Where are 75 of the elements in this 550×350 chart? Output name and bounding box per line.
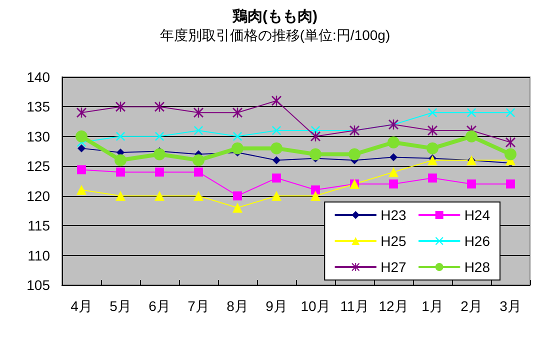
point [389, 179, 398, 188]
point [232, 108, 242, 118]
point [426, 142, 438, 154]
legend-label: H26 [464, 233, 490, 249]
point [310, 131, 320, 142]
x-tick-label: 11月 [340, 298, 369, 314]
x-tick-label: 7月 [188, 298, 210, 314]
chart-title: 鶏肉(もも肉) [232, 8, 318, 25]
y-tick-label: 120 [26, 188, 50, 204]
point [116, 190, 126, 201]
point [192, 154, 204, 166]
point [272, 190, 282, 201]
point [78, 144, 86, 152]
point [428, 155, 438, 166]
point [506, 108, 515, 118]
point [76, 108, 86, 118]
point [388, 167, 398, 178]
point [506, 137, 516, 148]
point [310, 148, 322, 160]
point [428, 108, 437, 118]
y-tick-label: 135 [26, 98, 50, 115]
point [506, 179, 515, 188]
point [194, 190, 204, 201]
x-tick-label: 6月 [148, 298, 170, 314]
point [76, 130, 88, 142]
legend-label: H24 [464, 207, 490, 223]
legend-label: H23 [380, 207, 407, 223]
point [194, 168, 203, 177]
legend-label: H25 [380, 233, 407, 249]
point [116, 102, 126, 112]
chart-subtitle: 年度別取引価格の推移(単位:円/100g) [160, 27, 390, 43]
point [194, 108, 204, 118]
y-tick-label: 140 [26, 69, 50, 85]
legend-label: H28 [464, 259, 490, 275]
point [272, 156, 280, 164]
point [232, 142, 244, 154]
point [428, 174, 437, 183]
point [467, 179, 476, 188]
point [114, 154, 126, 166]
x-tick-label: 4月 [70, 298, 92, 314]
point [272, 96, 282, 106]
point [154, 148, 166, 160]
point [76, 184, 86, 195]
legend-label: H27 [380, 259, 407, 275]
y-tick-label: 115 [28, 218, 50, 234]
point [428, 125, 438, 136]
point [466, 130, 478, 142]
x-tick-label: 10月 [300, 298, 330, 314]
x-tick-label: 8月 [226, 298, 248, 314]
y-tick-label: 110 [28, 247, 50, 264]
point [154, 102, 164, 112]
x-tick-label: 2月 [460, 298, 482, 314]
point [388, 136, 400, 148]
y-tick-label: 130 [26, 128, 50, 144]
point [232, 202, 242, 213]
point [311, 185, 320, 194]
x-tick-label: 12月 [378, 298, 408, 314]
x-tick-label: 1月 [422, 298, 444, 314]
point [272, 174, 281, 183]
point [116, 168, 125, 177]
point [233, 191, 242, 200]
point [390, 153, 398, 162]
x-tick-label: 3月 [500, 298, 522, 314]
point [348, 148, 360, 160]
point [504, 148, 516, 160]
y-tick-label: 105 [26, 277, 50, 293]
point [270, 142, 282, 154]
point [154, 190, 164, 201]
y-tick-label: 125 [26, 158, 50, 174]
point [77, 165, 86, 174]
point [155, 168, 164, 177]
x-tick-label: 5月 [110, 298, 132, 314]
x-tick-label: 9月 [266, 298, 288, 314]
point [467, 108, 476, 118]
point [310, 190, 320, 201]
